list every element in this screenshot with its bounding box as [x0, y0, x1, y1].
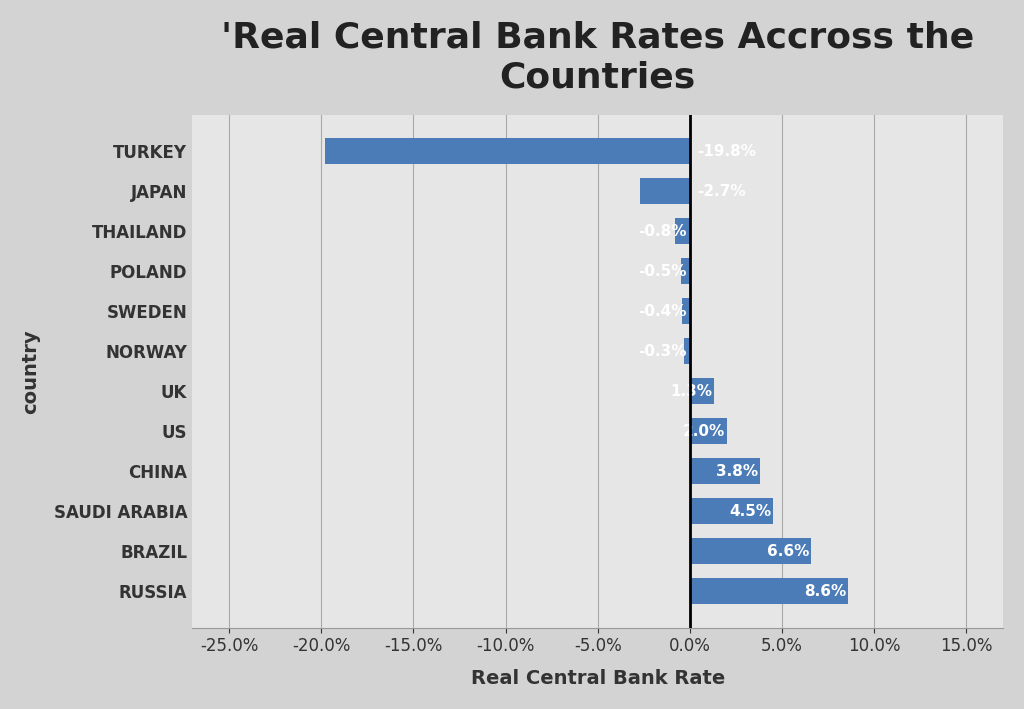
- Y-axis label: country: country: [20, 329, 40, 413]
- Text: -19.8%: -19.8%: [697, 144, 756, 159]
- Bar: [690, 498, 773, 524]
- Text: -0.3%: -0.3%: [639, 344, 687, 359]
- Bar: [681, 258, 690, 284]
- Bar: [675, 218, 690, 245]
- Text: -0.8%: -0.8%: [639, 224, 687, 239]
- Text: 8.6%: 8.6%: [804, 584, 847, 599]
- Bar: [682, 298, 690, 324]
- Bar: [690, 579, 848, 604]
- Title: 'Real Central Bank Rates Accross the
Countries: 'Real Central Bank Rates Accross the Cou…: [221, 21, 974, 94]
- Text: -0.4%: -0.4%: [639, 303, 687, 319]
- Bar: [684, 338, 690, 364]
- X-axis label: Real Central Bank Rate: Real Central Bank Rate: [471, 669, 725, 688]
- Bar: [690, 458, 760, 484]
- Bar: [690, 379, 714, 404]
- Text: 2.0%: 2.0%: [683, 424, 725, 439]
- Text: 3.8%: 3.8%: [716, 464, 758, 479]
- Text: 4.5%: 4.5%: [729, 504, 771, 519]
- Text: -2.7%: -2.7%: [697, 184, 745, 199]
- Text: 6.6%: 6.6%: [767, 544, 810, 559]
- Text: -0.5%: -0.5%: [639, 264, 687, 279]
- Bar: [690, 538, 811, 564]
- Bar: [325, 138, 690, 164]
- Text: 1.3%: 1.3%: [670, 384, 712, 398]
- Bar: [640, 178, 690, 204]
- Bar: [690, 418, 727, 445]
